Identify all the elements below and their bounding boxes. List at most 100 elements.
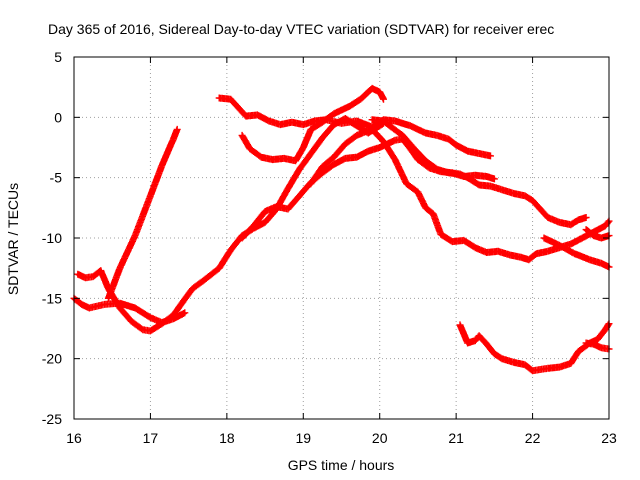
data-point-segment <box>445 135 459 148</box>
data-point-segment <box>529 197 543 212</box>
x-tick-label: 20 <box>372 430 388 446</box>
data-point-segment <box>158 312 176 328</box>
data-point-segment <box>246 145 264 160</box>
data-point-segment <box>177 286 196 308</box>
data-point-segment <box>330 141 348 161</box>
data-point-segment <box>238 223 257 242</box>
x-tick-label: 16 <box>66 430 82 446</box>
data-point-segment <box>169 302 184 319</box>
y-tick-label: 5 <box>54 49 62 65</box>
data-point-segment <box>521 192 535 204</box>
data-point-segment <box>555 241 577 257</box>
data-point-segment <box>422 204 436 217</box>
data-point-segment <box>460 236 478 251</box>
data-point-segment <box>127 317 145 333</box>
data-point-segment <box>536 205 551 220</box>
data-point-segment <box>490 350 505 362</box>
data-point-segment <box>146 163 165 200</box>
y-tick-label: -10 <box>42 230 62 246</box>
data-point-segment <box>234 104 249 119</box>
data-point-segment <box>330 103 352 118</box>
data-point-segment <box>261 206 279 226</box>
chart-title: Day 365 of 2016, Sidereal Day-to-day VTE… <box>48 21 554 37</box>
data-point-segment <box>525 251 539 264</box>
x-tick-label: 23 <box>601 430 617 446</box>
data-point-segment <box>227 95 241 111</box>
data-point-segment <box>341 132 359 148</box>
series-s11 <box>456 320 613 375</box>
y-tick-label: -15 <box>42 290 62 306</box>
y-axis-label: SDTVAR / TECUs <box>5 183 21 295</box>
series-s9 <box>540 234 613 271</box>
data-point-segment <box>452 141 470 154</box>
y-tick-label: -5 <box>50 170 63 186</box>
data-point-segment <box>357 86 375 103</box>
series-s1 <box>70 294 189 326</box>
data-point-segment <box>116 304 134 324</box>
data-point-segment <box>284 167 303 192</box>
data-point-segment <box>292 145 306 165</box>
data-point-segment <box>250 209 268 230</box>
data-point-segment <box>215 247 234 272</box>
data-point-segment <box>353 117 375 130</box>
data-point-segment <box>376 88 387 103</box>
data-point-segment <box>464 174 482 188</box>
data-point-segment <box>345 96 363 110</box>
tick-layer: 16 17 18 19 20 21 22 23 -25 -20 -15 -10 -5 0 5 <box>42 49 617 446</box>
x-axis-label: GPS time / hours <box>288 457 395 473</box>
data-point-segment <box>368 125 386 144</box>
data-point-segment <box>422 157 440 172</box>
data-point-segment <box>364 126 375 135</box>
x-tick-label: 22 <box>525 430 541 446</box>
data-point-segment <box>456 321 471 346</box>
y-tick-label: -25 <box>42 411 62 427</box>
data-point-segment <box>296 151 314 173</box>
data-point-segment <box>406 122 428 136</box>
data-point-segment <box>574 214 590 224</box>
data-layer <box>70 84 613 375</box>
data-point-segment <box>582 226 597 239</box>
data-point-segment <box>406 145 421 162</box>
series-s6 <box>238 84 387 165</box>
data-point-segment <box>307 135 325 157</box>
series-s8 <box>368 116 590 229</box>
series-s10 <box>582 226 613 242</box>
data-point-segment <box>296 180 314 200</box>
x-tick-label: 18 <box>219 430 235 446</box>
x-tick-label: 21 <box>448 430 464 446</box>
data-point-segment <box>307 164 325 188</box>
data-point-segment <box>189 277 207 293</box>
data-point-segment <box>594 327 608 343</box>
data-point-segment <box>146 321 165 335</box>
data-point-segment <box>380 138 398 162</box>
data-point-segment <box>387 123 405 138</box>
data-point-segment <box>414 156 432 171</box>
data-point-segment <box>429 210 444 237</box>
data-point-segment <box>299 127 314 151</box>
data-point-segment <box>284 193 302 213</box>
data-point-segment <box>475 150 494 160</box>
data-point-segment <box>116 233 138 272</box>
data-point-segment <box>318 111 337 126</box>
data-point-segment <box>540 234 562 249</box>
y-tick-label: -20 <box>42 351 62 367</box>
data-point-segment <box>200 265 222 284</box>
data-point-segment <box>399 131 417 151</box>
data-point-segment <box>158 137 177 170</box>
data-point-segment <box>590 223 608 236</box>
data-point-segment <box>318 161 337 177</box>
data-point-segment <box>131 193 154 240</box>
data-point-segment <box>483 340 497 357</box>
data-point-segment <box>85 301 107 312</box>
data-point-segment <box>475 332 490 347</box>
series-s4 <box>215 94 494 160</box>
data-point-segment <box>169 125 181 143</box>
data-point-segment <box>104 266 123 302</box>
data-point-segment <box>318 122 337 142</box>
data-point-segment <box>97 267 112 291</box>
data-point-segment <box>391 156 410 186</box>
data-point-segment <box>318 154 337 171</box>
data-point-segment <box>391 117 413 129</box>
x-tick-label: 17 <box>143 430 159 446</box>
